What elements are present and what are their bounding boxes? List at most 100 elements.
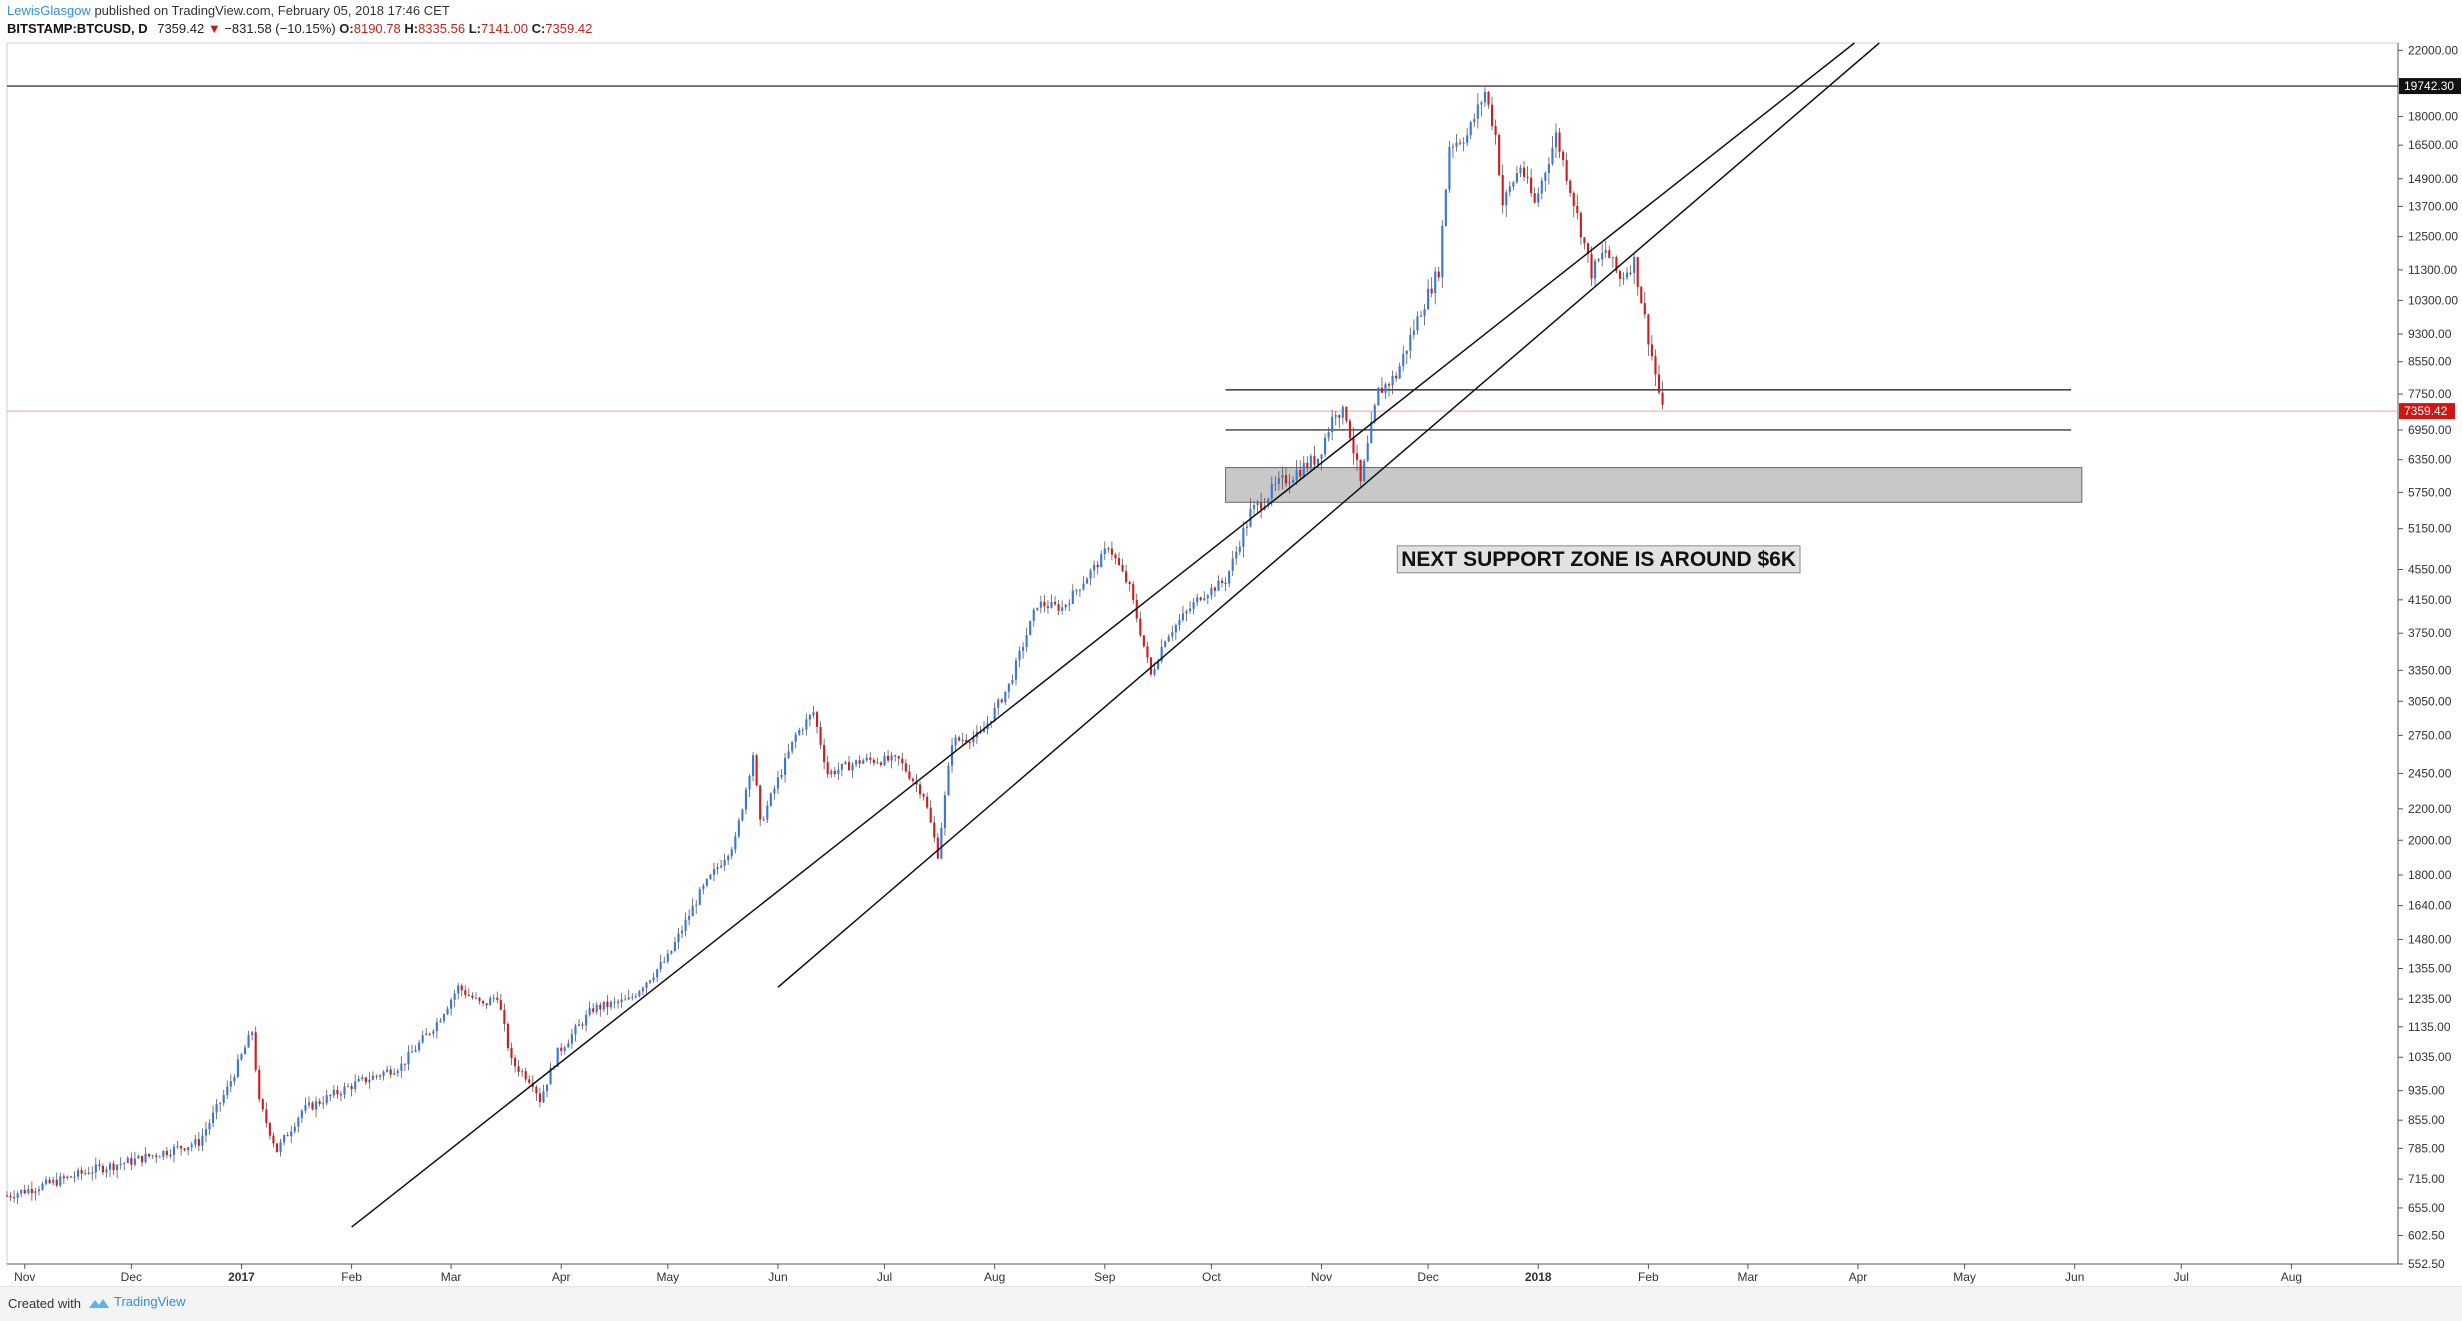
candle-body	[1604, 250, 1607, 253]
candle-body	[528, 1079, 531, 1083]
candle-body	[926, 796, 929, 808]
candle-body	[1167, 636, 1170, 642]
candle-body	[858, 760, 861, 764]
candle	[91, 1166, 94, 1181]
candle-body	[542, 1091, 545, 1103]
candle-body	[666, 953, 669, 962]
candle-body	[567, 1043, 570, 1048]
time-tick-label: Jul	[2174, 1270, 2189, 1284]
candle	[1160, 639, 1163, 664]
candle-body	[1235, 551, 1238, 559]
candle	[613, 997, 616, 1009]
candle	[1359, 459, 1362, 487]
candle	[990, 720, 993, 728]
candle	[1377, 387, 1380, 406]
candle-body	[1650, 344, 1653, 357]
candle-body	[535, 1086, 538, 1094]
candle-body	[315, 1101, 318, 1110]
price-tick-label: 1800.00	[2408, 868, 2452, 882]
candle	[563, 1045, 566, 1055]
candle	[1338, 414, 1341, 429]
candle-body	[1071, 590, 1074, 604]
candle-body	[709, 874, 712, 879]
candle-body	[208, 1122, 211, 1130]
candle-body	[609, 1001, 613, 1008]
candle-body	[87, 1172, 90, 1174]
candle-body	[336, 1089, 339, 1095]
time-tick-label: Oct	[1202, 1270, 1221, 1284]
candle-body	[1498, 134, 1501, 176]
time-tick-label: Jun	[2065, 1270, 2084, 1284]
candle	[1650, 335, 1653, 361]
candle	[258, 1065, 261, 1103]
candle-body	[378, 1075, 382, 1077]
candle	[926, 792, 929, 810]
candle	[204, 1121, 208, 1143]
candle-body	[478, 997, 481, 1001]
candle-body	[712, 868, 716, 875]
candle	[158, 1155, 161, 1158]
candle-body	[783, 757, 787, 775]
candle	[45, 1176, 48, 1186]
author-link[interactable]: LewisGlasgow	[7, 3, 91, 18]
candle	[9, 1192, 12, 1202]
candle	[450, 997, 453, 1016]
candle-body	[283, 1135, 286, 1143]
candle	[599, 1002, 602, 1017]
candle	[1078, 588, 1081, 597]
candle	[1199, 596, 1202, 602]
candle	[268, 1121, 271, 1140]
candle-body	[1245, 526, 1248, 528]
candle-body	[382, 1071, 385, 1076]
candle	[1114, 552, 1117, 565]
candle-body	[1075, 590, 1078, 592]
candle	[1530, 168, 1533, 197]
candle-body	[254, 1032, 257, 1070]
candle	[585, 1010, 588, 1032]
time-tick-label: Dec	[1417, 1270, 1438, 1284]
candle-body	[1405, 350, 1408, 355]
candle-body	[1537, 193, 1540, 203]
price-tick-label: 1035.00	[2408, 1050, 2452, 1064]
candle-body	[258, 1069, 261, 1100]
price-tick-label: 1480.00	[2408, 932, 2452, 946]
candle	[1288, 474, 1291, 494]
candle	[1636, 256, 1639, 296]
candle	[229, 1074, 232, 1093]
candle	[595, 1002, 598, 1015]
candle-body	[1217, 580, 1220, 591]
candle-body	[1057, 604, 1060, 611]
candle-body	[1320, 454, 1323, 459]
candle	[1444, 188, 1447, 227]
candle-body	[1153, 669, 1156, 675]
candle	[851, 762, 854, 778]
candle-body	[812, 712, 815, 715]
candle-body	[1562, 151, 1565, 161]
candle-body	[94, 1164, 97, 1173]
time-tick-label: Dec	[121, 1270, 142, 1284]
candle	[819, 721, 822, 750]
candle	[1647, 313, 1650, 356]
candle	[545, 1084, 549, 1098]
candle	[243, 1044, 247, 1055]
candle	[126, 1155, 129, 1164]
candle-body	[1402, 354, 1405, 367]
candle	[261, 1097, 264, 1113]
candle-body	[659, 962, 662, 970]
candle	[620, 993, 623, 1009]
candle	[709, 873, 712, 880]
candle	[1515, 166, 1518, 184]
price-chart[interactable]: 22000.00 18000.00 16500.00 14900.00 13700.00…	[0, 0, 2462, 1286]
candle-body	[442, 1014, 446, 1021]
time-tick-label: Sep	[1094, 1270, 1116, 1284]
candle-body	[119, 1163, 122, 1165]
tradingview-link[interactable]: TradingView	[88, 1294, 186, 1309]
support-zone	[1225, 467, 2083, 503]
candle-body	[1117, 558, 1121, 566]
price-tick-label: 22000.00	[2408, 43, 2458, 57]
candle-body	[744, 789, 748, 810]
price-tick-label: 10300.00	[2408, 293, 2458, 307]
candle	[748, 774, 751, 797]
candle-body	[1128, 582, 1131, 585]
candle-body	[311, 1102, 314, 1110]
